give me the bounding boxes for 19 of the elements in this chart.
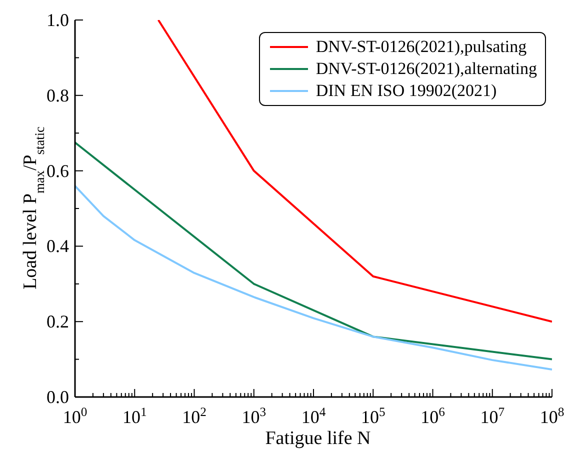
x-axis-title: Fatigue life N [265,428,372,449]
x-tick-label: 10$^{1}$ [122,405,147,427]
x-tick-label: 10$^{4}$ [301,405,326,427]
legend-label: DNV-ST-0126(2021),pulsating [316,36,527,58]
x-tick-label: 10$^{0}$ [62,405,88,427]
y-tick-label: 0.0 [46,387,69,407]
y-tick-label: 0.8 [46,85,69,106]
x-tick-label: 10$^{2}$ [182,405,206,427]
legend-label: DNV-ST-0126(2021),alternating [316,58,537,80]
y-tick-label: 1.0 [46,10,69,30]
y-tick-label: 0.4 [46,236,69,256]
x-tick-label: 10$^{6}$ [420,405,445,427]
y-tick-label: 0.6 [46,160,69,181]
x-tick-label: 10$^{7}$ [480,405,505,427]
x-tick-label: 10$^{3}$ [242,405,266,427]
x-tick-label: 10$^{5}$ [360,405,386,427]
legend-label: DIN EN ISO 19902(2021) [316,80,497,102]
x-tick-label: 10$^{8}$ [540,405,564,427]
y-tick-label: 0.2 [46,312,69,332]
